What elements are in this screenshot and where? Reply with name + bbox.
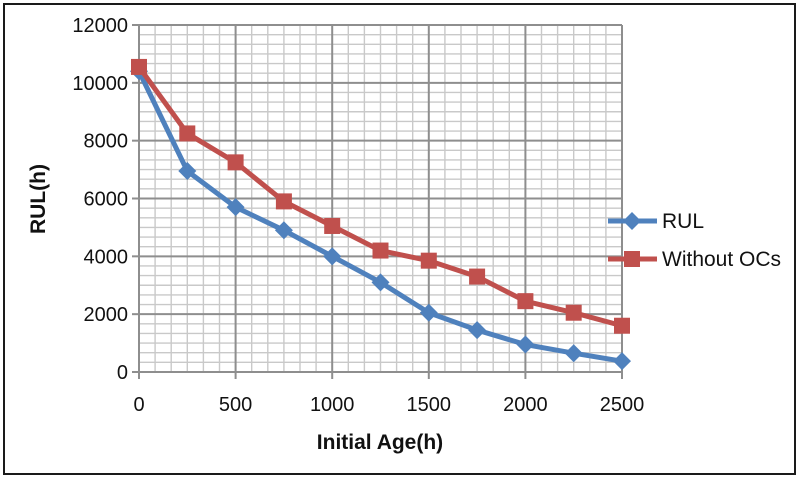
rul-data-point-marker: [323, 247, 342, 266]
x-tick-label: 1500: [407, 394, 452, 416]
rul-data-point-marker: [468, 321, 487, 340]
rul-data-point-marker: [613, 352, 631, 371]
rul-data-point-marker: [371, 273, 390, 292]
rul-data-point-marker: [516, 335, 535, 354]
without-ocs-square-icon: [624, 251, 640, 267]
x-tick-label: 2000: [503, 394, 548, 416]
without-ocs-data-point-marker: [517, 293, 534, 310]
without-ocs-data-point-marker: [275, 193, 292, 210]
without-ocs-data-point-marker: [324, 217, 341, 234]
without-ocs-data-point-marker: [372, 242, 389, 259]
figure-border: [3, 3, 796, 475]
y-tick-label: 10000: [72, 73, 128, 95]
y-tick-label: 2000: [84, 304, 129, 326]
y-tick-label: 6000: [84, 189, 129, 211]
y-axis-title: RUL(h): [27, 164, 50, 234]
data-series: [130, 58, 631, 371]
legend: RUL Without OCs: [608, 210, 781, 271]
legend-item-rul: RUL: [608, 210, 704, 233]
without-ocs-data-point-marker: [179, 125, 196, 142]
y-tick-label: 0: [117, 362, 128, 384]
rul-data-point-marker: [274, 221, 293, 240]
rul-data-point-marker: [419, 303, 438, 322]
without-ocs-data-point-marker: [469, 268, 486, 285]
y-tick-label: 12000: [72, 15, 128, 37]
x-tick-label: 0: [133, 394, 144, 416]
gridlines: [138, 24, 623, 373]
x-axis-title: Initial Age(h): [317, 431, 443, 454]
y-tick-label: 4000: [84, 246, 129, 268]
x-tick-label: 1000: [310, 394, 355, 416]
without-ocs-data-point-marker: [131, 58, 147, 75]
rul-data-point-marker: [564, 344, 583, 363]
y-tick-label: 8000: [84, 131, 129, 153]
x-tick-label: 500: [219, 394, 252, 416]
rul-diamond-icon: [623, 212, 641, 230]
axes-and-ticks: [132, 24, 623, 379]
rul-data-point-marker: [178, 162, 197, 181]
legend-item-without-ocs: Without OCs: [608, 248, 781, 271]
rul-data-point-marker: [226, 198, 245, 217]
without-ocs-data-point-marker: [227, 154, 244, 171]
without-ocs-data-point-marker: [565, 304, 582, 321]
legend-label-rul: RUL: [662, 210, 704, 233]
x-tick-label: 2500: [600, 394, 645, 416]
without-ocs-data-point-marker: [420, 252, 437, 269]
without-ocs-data-point-marker: [614, 317, 630, 334]
tick-labels: 0 2000 4000 6000 8000 10000 12000 0 500 1000 1500 2…: [72, 15, 644, 416]
legend-label-without-ocs: Without OCs: [662, 248, 781, 271]
